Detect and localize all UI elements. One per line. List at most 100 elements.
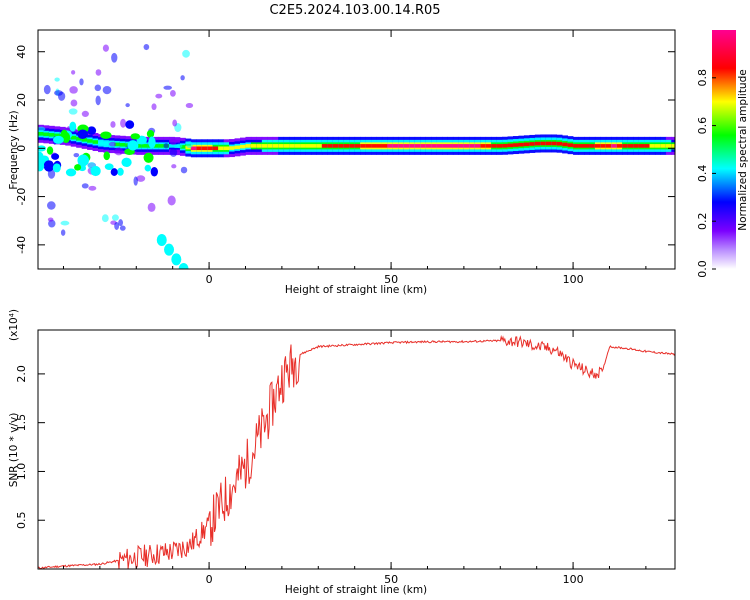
ridge-cell — [136, 144, 143, 148]
snr-frame — [37, 329, 676, 570]
speckle-cell — [102, 44, 109, 52]
ridge-cell — [311, 144, 317, 148]
spectrogram-frame — [37, 29, 676, 270]
x-tick-label: 0 — [206, 273, 213, 286]
ridge-cell — [43, 132, 50, 137]
ridge-cell — [644, 144, 650, 148]
ridge-cell — [54, 133, 61, 138]
ridge-cell — [250, 144, 257, 148]
spectrogram-panel: 0 50 100 -40 -20 0 20 40 Height of straight lin… — [8, 29, 676, 296]
ridge-cell — [578, 144, 585, 148]
ridge-cell — [212, 146, 219, 151]
colorbar-label: Normalized spectral amplitude — [737, 69, 749, 230]
ridge-cell — [376, 144, 383, 148]
ridge-cell — [627, 144, 634, 148]
speckle-cell — [54, 90, 63, 96]
colorbar-gradient — [712, 30, 736, 269]
snr-series — [38, 334, 675, 569]
ridge-cell — [278, 144, 285, 148]
ridge-cell — [491, 144, 498, 148]
blotch-cell — [100, 131, 112, 139]
ridge-cell — [447, 144, 454, 148]
ridge-cell — [414, 144, 421, 148]
ridge-cell — [354, 144, 361, 148]
ridge-cell — [469, 144, 476, 148]
ridge-cell — [442, 144, 448, 148]
blotch-cell — [65, 168, 77, 177]
colorbar-tick-label: 0.4 — [696, 165, 709, 183]
colorbar-ticks: 0.0 0.2 0.4 0.6 0.8 — [696, 69, 716, 278]
blotch-cell — [90, 165, 101, 177]
y-tick-label: 20 — [15, 93, 28, 107]
ridge-cell — [665, 144, 672, 148]
ridge-cell — [458, 144, 465, 148]
ridge-cell — [87, 139, 93, 143]
speckle-cell — [71, 70, 76, 75]
blotch-cell — [74, 164, 82, 171]
blotch-cell — [61, 132, 71, 144]
ridge-cell — [327, 144, 334, 148]
ridge-cell — [556, 141, 563, 146]
ridge-cell — [81, 138, 88, 142]
speckle-cell — [111, 52, 118, 63]
blotch-cell — [125, 120, 135, 129]
blotch-cell — [43, 160, 55, 172]
blotch-cell — [144, 164, 152, 172]
speckle-cell — [169, 89, 176, 97]
ridge-cell — [245, 144, 252, 148]
speckle-cell — [114, 222, 120, 230]
ridge-cell — [502, 143, 508, 148]
speckle-cell — [70, 99, 78, 107]
x-tick-label: 50 — [384, 573, 398, 586]
ridge-cell — [600, 144, 607, 148]
speckle-cell — [102, 85, 112, 95]
blotch-cell — [104, 163, 114, 170]
ridge-cell — [671, 144, 675, 148]
branch-core — [166, 246, 172, 253]
ridge-cell — [638, 144, 645, 148]
ridge-cell — [92, 140, 99, 144]
y-tick-label: 1.0 — [15, 463, 28, 481]
ridge-cell — [409, 144, 416, 148]
speckle-cell — [95, 69, 102, 76]
ridge-cell — [611, 144, 618, 148]
speckle-cell — [120, 118, 127, 128]
ridge-cell — [240, 144, 246, 149]
ridge-cell — [452, 144, 459, 148]
speckle-cell — [69, 86, 78, 94]
ridge-cell — [261, 144, 268, 148]
speckle-cell — [163, 85, 172, 90]
ridge-cell — [605, 144, 612, 148]
blotch-cell — [121, 157, 132, 168]
y-tick-label: 1.5 — [15, 414, 28, 432]
ridge-cell — [207, 146, 214, 151]
ridge-cell — [381, 144, 388, 148]
ridge-cell — [267, 144, 274, 148]
ridge-cell — [338, 144, 345, 148]
y-tick-label: -40 — [15, 236, 28, 254]
ridge-cell — [485, 144, 492, 148]
speckle-cell — [151, 103, 157, 111]
ridge-cell — [201, 146, 208, 151]
branch-core — [173, 256, 179, 263]
ridge-cell — [649, 144, 656, 148]
speckle-cell — [60, 229, 66, 236]
ridge-cell — [431, 144, 437, 148]
speckle-cell — [176, 143, 183, 149]
spectrogram-y-label: Frequency (Hz) — [8, 110, 20, 189]
x-tick-label: 100 — [563, 573, 584, 586]
speckle-cell — [171, 164, 177, 169]
speckle-cell — [54, 77, 60, 82]
ridge-cell — [660, 144, 667, 148]
speckle-cell — [125, 103, 130, 108]
colorbar-tick-label: 0.0 — [696, 260, 709, 278]
ridge-cell — [551, 141, 558, 146]
snr-line — [38, 334, 675, 569]
ridge-cell — [573, 144, 579, 148]
ridge-cell — [403, 144, 410, 148]
ridge-cell — [38, 132, 44, 136]
ridge-cell — [179, 145, 186, 149]
branch-core — [159, 237, 165, 244]
speckle-cell — [81, 110, 89, 118]
speckle-cell — [38, 126, 46, 132]
